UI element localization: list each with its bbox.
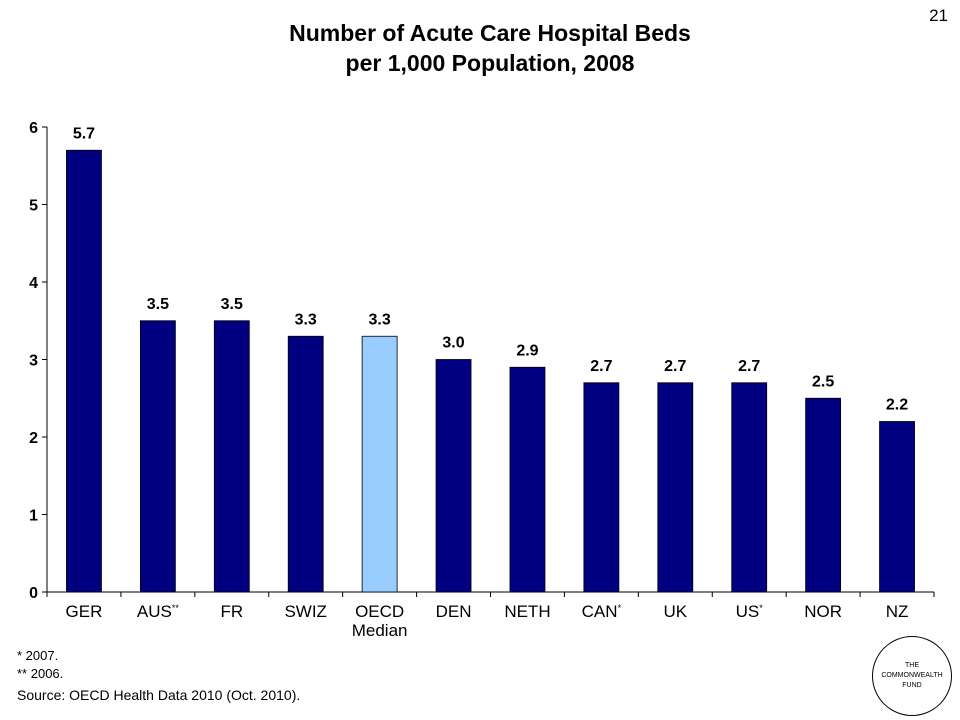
bar	[805, 397, 842, 593]
bar	[435, 359, 472, 593]
x-category-label: AUS**	[137, 602, 179, 621]
logo-line-1: THE	[905, 662, 919, 669]
bar	[731, 382, 768, 593]
x-category-label: NETH	[504, 602, 550, 621]
logo-line-2: COMMONWEALTH	[881, 672, 943, 679]
data-label: 3.5	[221, 296, 243, 313]
x-category-label: DEN	[436, 602, 472, 621]
commonwealth-fund-logo: THE COMMONWEALTH FUND	[872, 636, 952, 716]
y-tick-label: 2	[29, 430, 38, 447]
chart-title-line-2: per 1,000 Population, 2008	[345, 50, 635, 76]
data-label: 5.7	[73, 125, 95, 142]
bar	[657, 382, 694, 593]
data-label: 2.7	[590, 358, 612, 375]
y-tick-label: 0	[29, 585, 38, 602]
x-category-label: SWIZ	[284, 602, 327, 621]
y-tick-label: 5	[29, 198, 38, 215]
footnote-2006: ** 2006.	[17, 666, 64, 681]
x-category-label: FR	[220, 602, 243, 621]
x-category-label: NOR	[804, 602, 842, 621]
x-category-label: CAN*	[582, 602, 622, 621]
x-category-label: GER	[66, 602, 103, 621]
bar	[213, 320, 250, 593]
data-label: 2.5	[812, 373, 834, 390]
bar	[361, 335, 398, 593]
footnotes: * 2007. ** 2006. Source: OECD Health Dat…	[17, 647, 300, 704]
page-number: 21	[929, 6, 948, 25]
logo-line-3: FUND	[902, 682, 922, 689]
source-note: Source: OECD Health Data 2010 (Oct. 2010…	[17, 687, 301, 703]
chart-title: Number of Acute Care Hospital Beds per 1…	[150, 18, 830, 78]
y-tick-label: 6	[29, 120, 38, 137]
data-label: 3.3	[369, 311, 391, 328]
data-label: 3.3	[295, 311, 317, 328]
chart-title-line-1: Number of Acute Care Hospital Beds	[289, 20, 691, 46]
y-tick-label: 1	[29, 508, 38, 525]
data-label: 2.7	[664, 358, 686, 375]
bar	[583, 382, 620, 593]
bar	[139, 320, 176, 593]
x-category-label-line-2: Median	[352, 621, 408, 640]
data-label: 2.7	[738, 358, 760, 375]
data-label: 2.2	[886, 397, 908, 414]
x-category-label: US*	[736, 602, 764, 621]
data-label: 3.5	[147, 296, 169, 313]
y-tick-label: 4	[29, 275, 38, 292]
bar	[509, 366, 546, 593]
x-category-label: NZ	[886, 602, 909, 621]
x-category-label: OECD	[355, 602, 404, 621]
x-category-label: UK	[663, 602, 687, 621]
bar	[879, 421, 915, 593]
y-tick-label: 3	[29, 353, 38, 370]
footnote-2007: * 2007.	[17, 648, 59, 663]
bar	[66, 149, 102, 593]
bar	[287, 335, 324, 593]
data-label: 3.0	[442, 335, 464, 352]
data-label: 2.9	[516, 342, 538, 359]
